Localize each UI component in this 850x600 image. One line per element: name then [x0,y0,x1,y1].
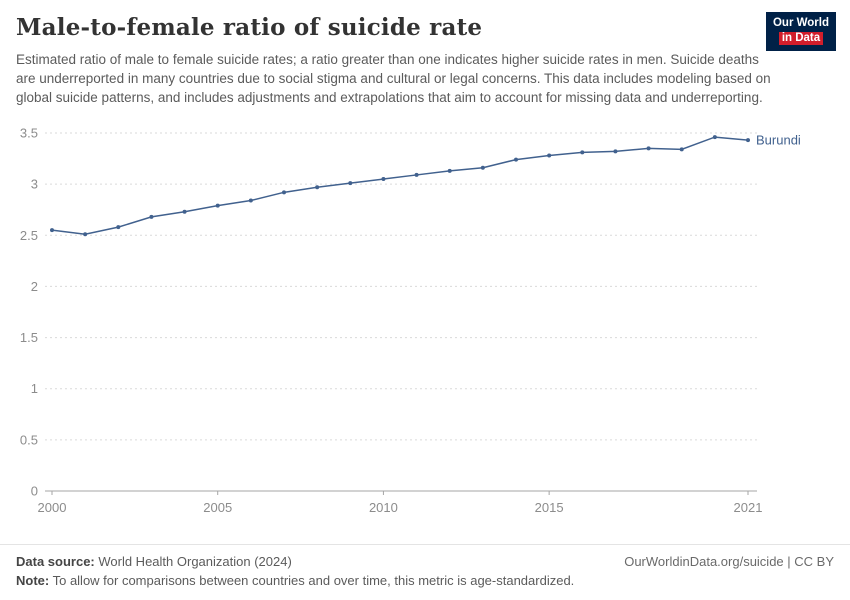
x-tick-label: 2010 [369,500,398,515]
line-chart: 0 0.5 1 1.5 2 2.5 3 3.5 2000 2005 2010 2015 2021 Buru… [20,126,801,516]
note-label: Note: [16,573,50,588]
x-tick-label: 2000 [38,500,67,515]
data-point[interactable] [315,185,320,190]
page-title: Male-to-female ratio of suicide rate [16,14,483,41]
chart-subtitle: Estimated ratio of male to female suicid… [16,52,771,106]
owid-license-link[interactable]: OurWorldinData.org/suicide | CC BY [624,554,834,569]
data-point[interactable] [215,204,220,209]
data-point[interactable] [514,158,518,163]
x-tick-label: 2005 [203,500,232,515]
data-source-value: World Health Organization (2024) [94,554,292,569]
data-point[interactable] [149,215,154,220]
owid-logo-line1: Our World [772,17,829,29]
footer-row-note: Note: To allow for comparisons between c… [16,573,834,588]
owid-logo[interactable]: Our World in Data [765,12,836,52]
x-tick-label: 2015 [535,500,564,515]
header: Male-to-female ratio of suicide rate Our… [0,0,850,52]
data-point[interactable] [646,146,651,151]
data-point[interactable] [447,169,452,174]
series-line[interactable] [51,136,749,236]
data-point[interactable] [746,138,750,143]
data-point[interactable] [414,173,419,178]
footer-row-source: Data source: World Health Organization (… [16,554,834,569]
y-tick-label: 1.5 [20,331,38,346]
data-point[interactable] [381,177,386,182]
data-point[interactable] [712,135,717,140]
data-point[interactable] [613,149,618,154]
x-tick-label: 2021 [734,500,763,515]
series-end-label[interactable]: Burundi [756,133,801,148]
y-tick-label: 0 [31,484,38,499]
y-tick-label: 3 [31,177,38,192]
y-tick-label: 2.5 [20,228,38,243]
data-point[interactable] [547,153,552,158]
data-point[interactable] [580,150,585,155]
data-point[interactable] [348,181,353,186]
data-point[interactable] [50,228,54,233]
owid-logo-line2: in Data [778,32,824,46]
y-tick-label: 2 [31,279,38,294]
footer: Data source: World Health Organization (… [0,544,850,600]
data-point[interactable] [83,232,88,237]
y-tick-label: 1 [31,382,38,397]
y-tick-label: 0.5 [20,433,38,448]
data-point[interactable] [116,225,121,230]
data-point[interactable] [480,166,485,171]
y-tick-label: 3.5 [20,126,38,141]
data-source: Data source: World Health Organization (… [16,554,292,569]
data-point[interactable] [282,190,286,195]
chart-area: 0 0.5 1 1.5 2 2.5 3 3.5 2000 2005 2010 2015 2021 Buru… [0,109,850,521]
data-point[interactable] [679,147,684,152]
note-value: To allow for comparisons between countri… [49,573,575,588]
data-source-label: Data source: [16,554,95,569]
data-point[interactable] [182,210,187,215]
data-point[interactable] [248,198,253,203]
